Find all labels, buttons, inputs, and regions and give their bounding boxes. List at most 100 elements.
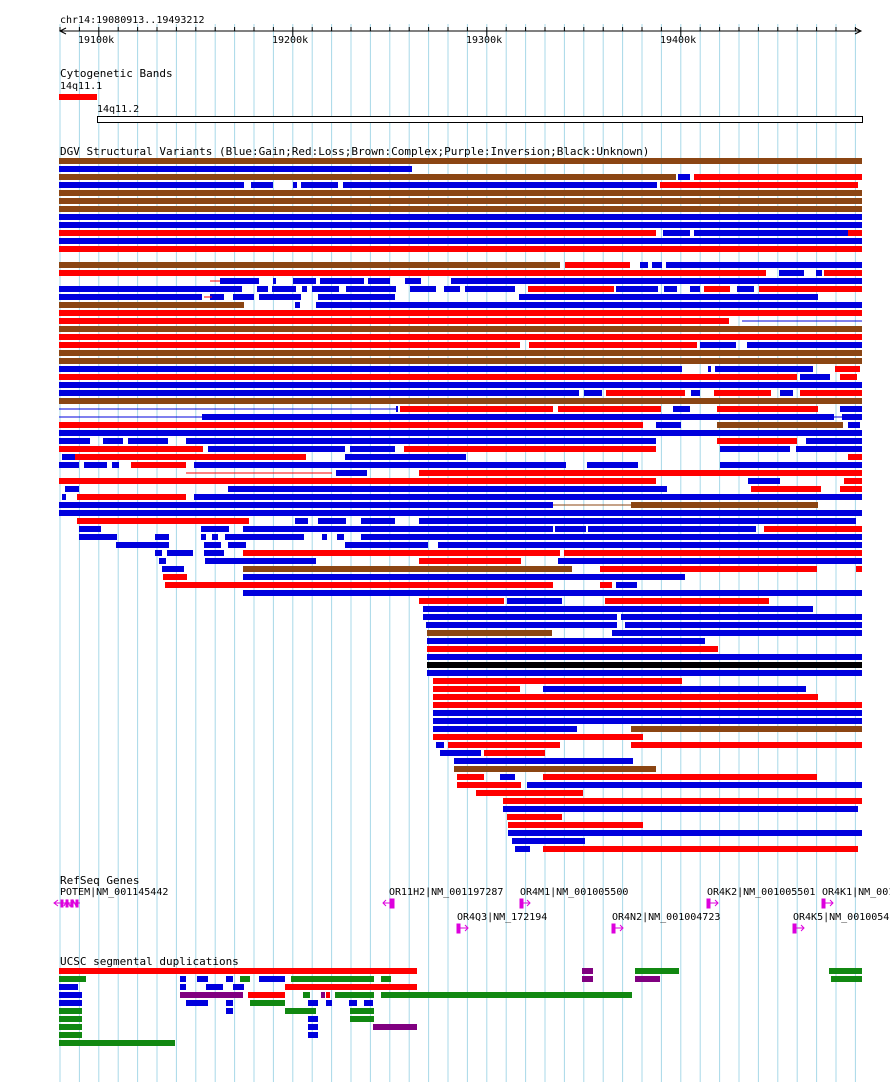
dgv-variant[interactable] <box>457 774 484 780</box>
dgv-variant[interactable] <box>717 438 797 444</box>
dgv-variant[interactable] <box>515 846 530 852</box>
dgv-variant[interactable] <box>320 278 364 284</box>
dgv-variant[interactable] <box>59 462 79 468</box>
segdup-feature[interactable] <box>582 968 593 974</box>
dgv-variant[interactable] <box>616 582 637 588</box>
dgv-variant[interactable] <box>405 278 421 284</box>
segdup-feature[interactable] <box>308 1032 318 1038</box>
dgv-variant[interactable] <box>848 454 862 460</box>
band-14q11-1[interactable] <box>59 94 97 100</box>
dgv-variant[interactable] <box>780 390 793 396</box>
dgv-variant[interactable] <box>715 366 813 372</box>
dgv-variant[interactable] <box>204 542 221 548</box>
dgv-variant[interactable] <box>59 182 244 188</box>
segdup-feature[interactable] <box>59 976 86 982</box>
dgv-variant[interactable] <box>293 278 316 284</box>
dgv-variant[interactable] <box>59 270 766 276</box>
dgv-variant[interactable] <box>507 598 562 604</box>
dgv-variant[interactable] <box>65 486 79 492</box>
dgv-variant[interactable] <box>748 478 780 484</box>
dgv-variant[interactable] <box>204 550 224 556</box>
dgv-variant[interactable] <box>663 230 690 236</box>
dgv-variant[interactable] <box>848 422 860 428</box>
segdup-feature[interactable] <box>285 1008 316 1014</box>
dgv-variant[interactable] <box>361 518 395 524</box>
dgv-variant[interactable] <box>616 286 658 292</box>
dgv-variant[interactable] <box>59 382 862 388</box>
segdup-feature[interactable] <box>349 1000 357 1006</box>
dgv-variant[interactable] <box>433 694 818 700</box>
dgv-variant[interactable] <box>59 438 90 444</box>
dgv-variant[interactable] <box>59 174 676 180</box>
dgv-variant[interactable] <box>796 446 862 452</box>
dgv-variant[interactable] <box>747 342 862 348</box>
segdup-feature[interactable] <box>180 976 186 982</box>
dgv-variant[interactable] <box>751 486 821 492</box>
dgv-variant[interactable] <box>708 366 711 372</box>
dgv-variant[interactable] <box>59 310 862 316</box>
dgv-variant[interactable] <box>700 342 736 348</box>
dgv-variant[interactable] <box>673 406 690 412</box>
dgv-variant[interactable] <box>155 550 162 556</box>
dgv-variant[interactable] <box>59 390 579 396</box>
dgv-variant[interactable] <box>835 366 860 372</box>
dgv-variant[interactable] <box>368 278 390 284</box>
dgv-variant[interactable] <box>605 598 769 604</box>
dgv-variant[interactable] <box>243 574 685 580</box>
dgv-variant[interactable] <box>433 686 520 692</box>
dgv-variant[interactable] <box>312 286 339 292</box>
segdup-feature[interactable] <box>373 1024 417 1030</box>
dgv-variant[interactable] <box>301 182 338 188</box>
dgv-variant[interactable] <box>59 422 643 428</box>
dgv-variant[interactable] <box>404 446 656 452</box>
dgv-variant[interactable] <box>62 454 75 460</box>
dgv-variant[interactable] <box>322 534 327 540</box>
gene-label-or4k1[interactable]: OR4K1|NM_0010 <box>822 887 890 898</box>
dgv-variant[interactable] <box>59 502 553 508</box>
dgv-variant[interactable] <box>59 318 729 324</box>
dgv-variant[interactable] <box>465 286 515 292</box>
dgv-variant[interactable] <box>212 534 218 540</box>
dgv-variant[interactable] <box>228 486 667 492</box>
dgv-variant[interactable] <box>690 286 700 292</box>
segdup-feature[interactable] <box>321 992 325 998</box>
dgv-variant[interactable] <box>800 374 830 380</box>
dgv-variant[interactable] <box>194 462 566 468</box>
dgv-variant[interactable] <box>427 638 705 644</box>
dgv-variant[interactable] <box>59 398 862 404</box>
dgv-variant[interactable] <box>59 246 862 252</box>
gene-label-or4q3[interactable]: OR4Q3|NM_172194 <box>457 912 548 923</box>
dgv-variant[interactable] <box>77 518 249 524</box>
dgv-variant[interactable] <box>800 390 862 396</box>
dgv-variant[interactable] <box>433 702 862 708</box>
segdup-feature[interactable] <box>248 992 285 998</box>
dgv-variant[interactable] <box>201 526 229 532</box>
dgv-variant[interactable] <box>587 462 638 468</box>
dgv-variant[interactable] <box>816 270 822 276</box>
dgv-variant[interactable] <box>251 182 273 188</box>
dgv-variant[interactable] <box>606 390 685 396</box>
dgv-variant[interactable] <box>436 742 444 748</box>
gene-label-or11h2[interactable]: OR11H2|NM_001197287 <box>389 887 504 898</box>
dgv-variant[interactable] <box>210 294 224 300</box>
segdup-feature[interactable] <box>308 1000 318 1006</box>
dgv-variant[interactable] <box>543 774 817 780</box>
segdup-feature[interactable] <box>59 1040 175 1046</box>
segdup-feature[interactable] <box>59 1032 82 1038</box>
dgv-variant[interactable] <box>512 838 585 844</box>
dgv-variant[interactable] <box>163 574 187 580</box>
dgv-variant[interactable] <box>444 286 460 292</box>
dgv-variant[interactable] <box>103 438 123 444</box>
dgv-variant[interactable] <box>345 454 466 460</box>
dgv-variant[interactable] <box>336 470 367 476</box>
segdup-feature[interactable] <box>381 976 391 982</box>
dgv-variant[interactable] <box>720 446 790 452</box>
dgv-variant[interactable] <box>257 286 268 292</box>
dgv-variant[interactable] <box>433 726 577 732</box>
dgv-variant[interactable] <box>116 542 169 548</box>
dgv-variant[interactable] <box>295 518 308 524</box>
dgv-variant[interactable] <box>243 566 572 572</box>
dgv-variant[interactable] <box>59 206 862 212</box>
dgv-variant[interactable] <box>427 654 862 660</box>
band-14q11-2[interactable] <box>97 116 863 123</box>
